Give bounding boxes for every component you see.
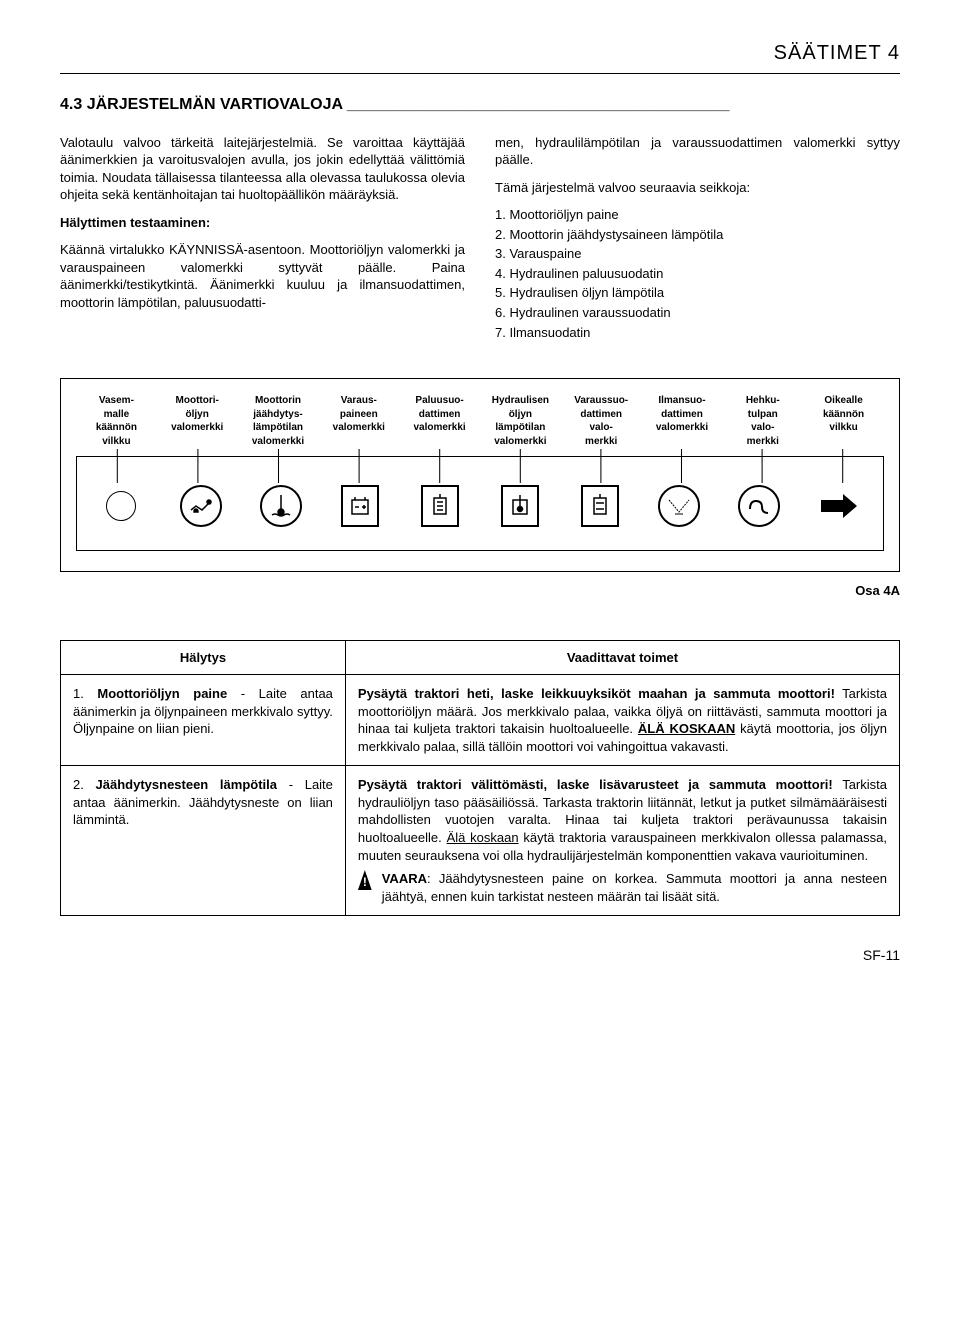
glow-plug-icon [735,482,783,530]
page-header: SÄÄTIMET 4 [60,40,900,74]
indicator-labels: Vasem- malle käännön vilkku Moottori- öl… [76,394,884,448]
label-left-turn: Vasem- malle käännön vilkku [76,394,157,448]
monitor-list: 1. Moottoriöljyn paine 2. Moottorin jääh… [495,206,900,341]
indicator-panel [76,456,884,551]
left-turn-icon [97,482,145,530]
label-right-turn: Oikealle käännön vilkku [803,394,884,448]
section-rule: ________________________________________… [347,96,730,113]
action-never: Älä koskaan [447,830,519,845]
section-number: 4.3 [60,96,82,113]
action-lead: Pysäytä traktori välittömästi, laske lis… [358,777,833,792]
warning-text: VAARA: Jäähdytysnesteen paine on korkea.… [382,870,887,905]
charge-icon [336,482,384,530]
right-column: men, hydraulilämpötilan ja varaussuodatt… [495,134,900,343]
table-header: Hälytys Vaadittavat toimet [61,641,899,676]
indicator-icons [97,482,863,530]
list-item: 2. Moottorin jäähdystysaineen lämpötila [495,226,900,244]
label-hyd-temp: Hydraulisen öljyn lämpötilan valomerkki [480,394,561,448]
list-item: 6. Hydraulinen varaussuodatin [495,304,900,322]
air-filter-icon [655,482,703,530]
action-never: ÄLÄ KOSKAAN [638,721,735,736]
coolant-temp-icon [257,482,305,530]
return-filter-icon [416,482,464,530]
page-number: SF-11 [60,946,900,965]
figure-label: Osa 4A [60,582,900,600]
alarm-cell-2: 2. Jäähdytysnesteen lämpötila - Laite an… [61,766,346,915]
warn-body: : Jäähdytysnesteen paine on korkea. Samm… [382,871,887,904]
warning-icon [358,870,372,890]
th-alarm: Hälytys [61,641,346,675]
list-item: 3. Varauspaine [495,245,900,263]
section-name: JÄRJESTELMÄN VARTIOVALOJA [87,96,343,113]
label-return-filter: Paluusuo- dattimen valomerkki [399,394,480,448]
left-column: Valotaulu valvoo tärkeitä laitejärjestel… [60,134,465,343]
action-lead: Pysäytä traktori heti, laske leikkuuyksi… [358,686,835,701]
list-item: 5. Hydraulisen öljyn lämpötila [495,284,900,302]
alarm-cell-1: 1. Moottoriöljyn paine - Laite antaa ään… [61,675,346,765]
action-cell-2: Pysäytä traktori välittömästi, laske lis… [346,766,899,915]
label-air-filter: Ilmansuo- dattimen valomerkki [642,394,723,448]
charge-filter-icon [576,482,624,530]
left-para-1: Valotaulu valvoo tärkeitä laitejärjestel… [60,134,465,204]
hyd-temp-icon [496,482,544,530]
oil-icon [177,482,225,530]
label-charge-filter: Varaussuo- dattimen valo- merkki [561,394,642,448]
warn-label: VAARA [382,871,427,886]
section-title: 4.3 JÄRJESTELMÄN VARTIOVALOJA __________… [60,94,900,116]
indicator-diagram: Vasem- malle käännön vilkku Moottori- öl… [60,378,900,572]
list-item: 7. Ilmansuodatin [495,324,900,342]
th-actions: Vaadittavat toimet [346,641,899,675]
label-charge: Varaus- paineen valomerkki [318,394,399,448]
left-subhead: Hälyttimen testaaminen: [60,214,465,232]
right-turn-icon [815,482,863,530]
list-item: 4. Hydraulinen paluusuodatin [495,265,900,283]
table-row: 1. Moottoriöljyn paine - Laite antaa ään… [61,675,899,766]
list-item: 1. Moottoriöljyn paine [495,206,900,224]
right-para-2: Tämä järjestelmä valvoo seuraavia seikko… [495,179,900,197]
label-oil: Moottori- öljyn valomerkki [157,394,238,448]
label-coolant: Moottorin jäähdytys- lämpötilan valomerk… [238,394,319,448]
warning-block: VAARA: Jäähdytysnesteen paine on korkea.… [358,870,887,905]
table-row: 2. Jäähdytysnesteen lämpötila - Laite an… [61,766,899,915]
row-num: 1. [73,686,84,701]
body-columns: Valotaulu valvoo tärkeitä laitejärjestel… [60,134,900,343]
callout-lines-icon [77,449,883,483]
alarm-table: Hälytys Vaadittavat toimet 1. Moottoriöl… [60,640,900,917]
left-para-2: Käännä virtalukko KÄYNNISSÄ-asentoon. Mo… [60,241,465,311]
action-cell-1: Pysäytä traktori heti, laske leikkuuyksi… [346,675,899,765]
row-title: Jäähdytysnesteen lämpötila [96,777,277,792]
label-glow: Hehku- tulpan valo- merkki [722,394,803,448]
row-title: Moottoriöljyn paine [97,686,227,701]
row-num: 2. [73,777,84,792]
right-para-1: men, hydraulilämpötilan ja varaussuodatt… [495,134,900,169]
